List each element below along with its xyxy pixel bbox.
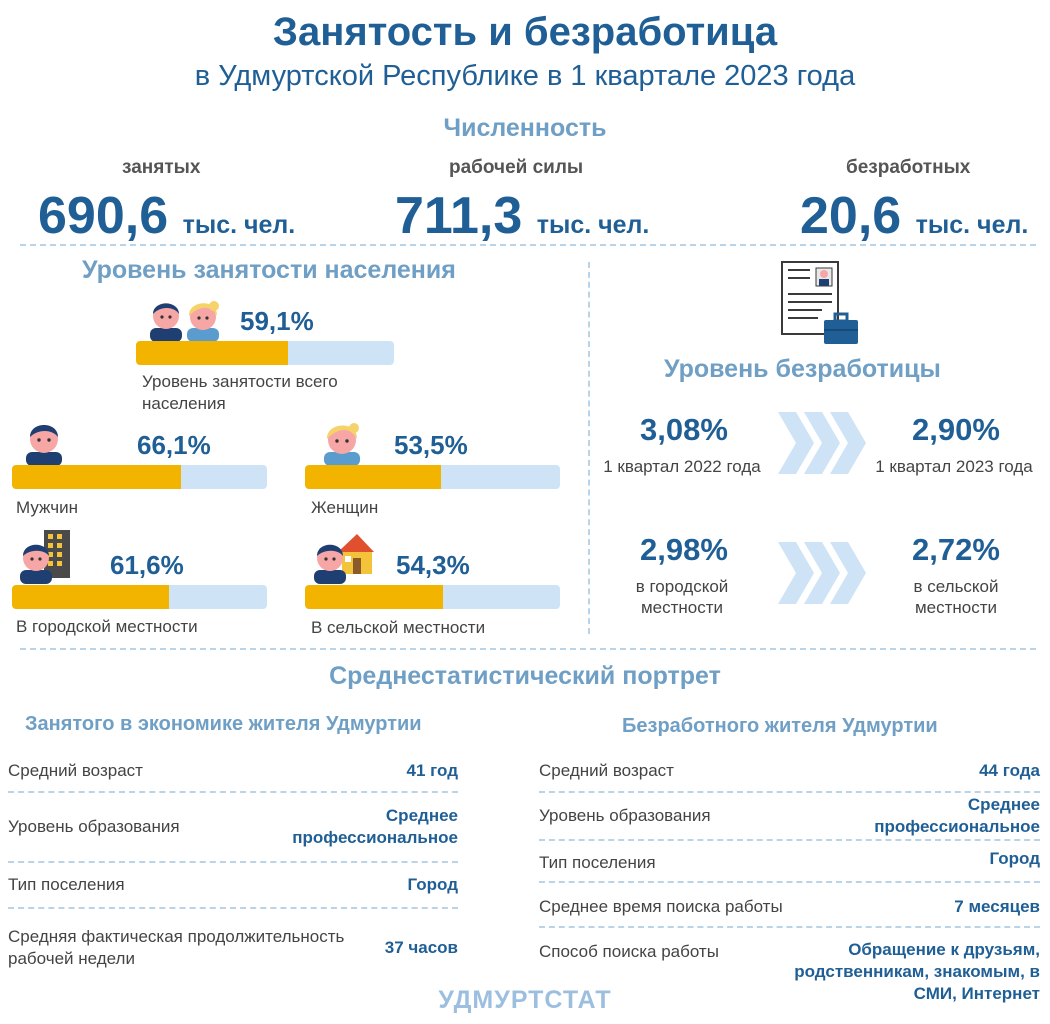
row-divider <box>539 839 1040 841</box>
row-divider <box>539 881 1040 883</box>
chevron-arrows-icon <box>778 412 866 474</box>
man-avatar-icon <box>150 303 182 342</box>
employed-row-label: Уровень образования <box>8 817 180 836</box>
unemployed-row-label: Средний возраст <box>539 761 674 780</box>
unemployed-count-value: 20,6 <box>800 187 902 245</box>
woman-avatar-icon <box>187 301 219 342</box>
resume-briefcase-icon <box>781 261 858 344</box>
unemployed-row-value: 44 года <box>979 761 1040 780</box>
employed-row-value: Среднее профессиональное <box>292 806 458 847</box>
employed-count-unit: тыс. чел. <box>182 211 296 239</box>
row-divider <box>8 861 458 863</box>
divider-middle <box>20 648 1036 650</box>
employment-women-value: 53,5% <box>394 430 468 460</box>
employment-urban-bar <box>12 585 267 609</box>
employment-total-value: 59,1% <box>240 306 314 336</box>
unemployed-row-value: Обращение к друзьям, родственникам, знак… <box>794 940 1040 1003</box>
employment-women-bar-fill <box>305 465 442 489</box>
portrait-unemployed-title: Безработного жителя Удмуртии <box>622 715 938 737</box>
unemployed-row-label: Способ поиска работы <box>539 942 719 961</box>
labor-force-count-value: 711,3 <box>395 187 523 245</box>
row-divider <box>8 907 458 909</box>
chevron-arrows-icon <box>778 542 866 604</box>
unemployment-section-title: Уровень безработицы <box>664 355 941 383</box>
employment-rural-bar-fill <box>305 585 444 609</box>
employment-total-caption: Уровень занятости всего населения <box>142 372 338 413</box>
portrait-employed-title: Занятого в экономике жителя Удмуртии <box>25 713 422 735</box>
employment-women-bar <box>305 465 560 489</box>
employment-men-caption: Мужчин <box>16 498 78 517</box>
employed-count: 690,6 тыс. чел. <box>38 186 295 246</box>
employed-label: занятых <box>122 157 201 178</box>
employment-total-bar-fill <box>136 341 289 365</box>
unemployment-2022-value: 3,08% <box>640 412 728 447</box>
employment-women-caption: Женщин <box>311 498 379 517</box>
unemployment-rural-caption: в сельской местности <box>913 577 999 617</box>
unemployed-count-unit: тыс. чел. <box>915 211 1029 239</box>
row-divider <box>539 791 1040 793</box>
building-icon <box>20 530 70 584</box>
unemployed-count: 20,6 тыс. чел. <box>800 186 1028 246</box>
unemployment-2022-caption: 1 квартал 2022 года <box>603 457 761 476</box>
portrait-section-title: Среднестатистический портрет <box>329 662 721 690</box>
employment-section-title: Уровень занятости населения <box>82 256 456 284</box>
employed-row-value: Город <box>407 875 458 894</box>
unemployment-rural-value: 2,72% <box>912 532 1000 567</box>
employed-row-value: 37 часов <box>384 938 458 957</box>
employment-men-bar-fill <box>12 465 181 489</box>
woman-avatar-icon <box>324 423 360 466</box>
unemployed-row-value: Среднее профессиональное <box>874 795 1040 836</box>
employed-row-value: 41 год <box>406 761 458 780</box>
employed-count-value: 690,6 <box>38 187 169 245</box>
labor-force-count-unit: тыс. чел. <box>536 211 650 239</box>
unemployed-row-label: Тип поселения <box>539 853 656 872</box>
house-icon <box>314 534 374 584</box>
employment-men-value: 66,1% <box>137 430 211 460</box>
unemployed-row-value: 7 месяцев <box>954 897 1040 916</box>
employment-men-bar <box>12 465 267 489</box>
labor-force-count: 711,3 тыс. чел. <box>395 186 649 246</box>
row-divider <box>539 926 1040 928</box>
employment-urban-bar-fill <box>12 585 170 609</box>
employed-row-label: Средняя фактическая продолжительность ра… <box>8 927 345 968</box>
unemployment-urban-value: 2,98% <box>640 532 728 567</box>
unemployed-row-label: Среднее время поиска работы <box>539 897 783 916</box>
unemployed-label: безработных <box>846 157 971 178</box>
employment-rural-value: 54,3% <box>396 550 470 580</box>
unemployment-2023-value: 2,90% <box>912 412 1000 447</box>
page-subtitle: в Удмуртской Республике в 1 квартале 202… <box>194 60 856 92</box>
unemployed-row-label: Уровень образования <box>539 806 711 825</box>
unemployment-2023-caption: 1 квартал 2023 года <box>875 457 1033 476</box>
employed-row-label: Тип поселения <box>8 875 125 894</box>
unemployed-row-value: Город <box>989 849 1040 868</box>
divider-vertical <box>588 262 590 634</box>
counts-section-title: Численность <box>443 114 607 142</box>
divider-top <box>20 244 1036 246</box>
employment-total-bar <box>136 341 394 365</box>
labor-force-label: рабочей силы <box>449 157 584 178</box>
page-title: Занятость и безработица <box>272 10 778 54</box>
employment-urban-value: 61,6% <box>110 550 184 580</box>
unemployment-urban-caption: в городской местности <box>635 577 729 617</box>
employed-row-label: Средний возраст <box>8 761 143 780</box>
employment-rural-bar <box>305 585 560 609</box>
employment-rural-caption: В сельской местности <box>311 618 486 637</box>
footer-org: УДМУРТСТАТ <box>438 986 612 1014</box>
man-avatar-icon <box>26 425 62 466</box>
row-divider <box>8 791 458 793</box>
employment-urban-caption: В городской местности <box>16 617 198 636</box>
